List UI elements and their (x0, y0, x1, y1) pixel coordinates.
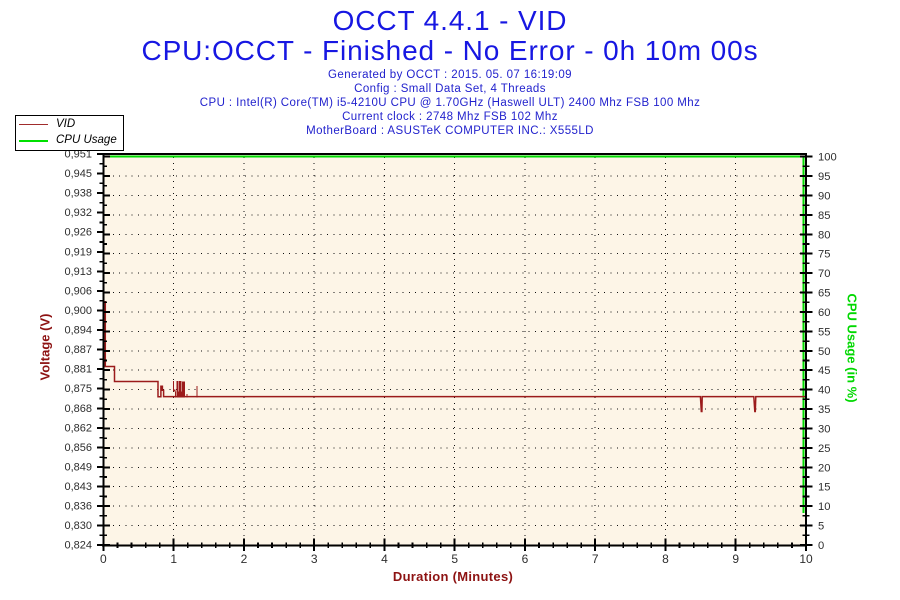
svg-text:0: 0 (818, 540, 824, 552)
svg-text:6: 6 (522, 552, 529, 566)
svg-text:60: 60 (818, 307, 830, 319)
svg-text:65: 65 (818, 288, 830, 300)
svg-text:0,875: 0,875 (64, 383, 92, 395)
svg-text:5: 5 (818, 521, 824, 533)
svg-text:0,945: 0,945 (64, 168, 92, 180)
svg-text:35: 35 (818, 404, 830, 416)
svg-text:15: 15 (818, 482, 830, 494)
svg-text:0,881: 0,881 (64, 364, 92, 376)
svg-text:0,919: 0,919 (64, 246, 92, 258)
svg-text:75: 75 (818, 249, 830, 261)
svg-text:0,926: 0,926 (64, 227, 92, 239)
svg-text:0,824: 0,824 (64, 540, 92, 552)
svg-text:80: 80 (818, 229, 830, 241)
svg-text:2: 2 (241, 552, 248, 566)
svg-text:0,913: 0,913 (64, 266, 92, 278)
svg-text:20: 20 (818, 462, 830, 474)
svg-text:25: 25 (818, 443, 830, 455)
svg-text:1: 1 (170, 552, 177, 566)
svg-text:0: 0 (100, 552, 107, 566)
svg-text:4: 4 (381, 552, 388, 566)
svg-text:0,906: 0,906 (64, 285, 92, 297)
svg-text:0,951: 0,951 (64, 149, 92, 161)
svg-text:95: 95 (818, 171, 830, 183)
svg-text:0,887: 0,887 (64, 344, 92, 356)
svg-text:10: 10 (818, 501, 830, 513)
svg-text:100: 100 (818, 152, 837, 164)
svg-text:3: 3 (311, 552, 318, 566)
svg-text:0,862: 0,862 (64, 422, 92, 434)
svg-text:8: 8 (662, 552, 669, 566)
svg-text:0,830: 0,830 (64, 520, 92, 532)
svg-text:9: 9 (732, 552, 739, 566)
svg-text:0,849: 0,849 (64, 461, 92, 473)
svg-text:10: 10 (799, 552, 813, 566)
svg-text:0,843: 0,843 (64, 481, 92, 493)
svg-text:5: 5 (451, 552, 458, 566)
svg-text:55: 55 (818, 326, 830, 338)
svg-text:90: 90 (818, 190, 830, 202)
svg-text:0,932: 0,932 (64, 207, 92, 219)
svg-text:0,856: 0,856 (64, 442, 92, 454)
svg-text:40: 40 (818, 385, 830, 397)
svg-text:0,836: 0,836 (64, 501, 92, 513)
svg-text:0,868: 0,868 (64, 403, 92, 415)
svg-text:7: 7 (592, 552, 599, 566)
svg-text:0,900: 0,900 (64, 305, 92, 317)
svg-text:0,938: 0,938 (64, 188, 92, 200)
svg-text:45: 45 (818, 365, 830, 377)
svg-text:0,894: 0,894 (64, 325, 92, 337)
svg-text:50: 50 (818, 346, 830, 358)
svg-text:70: 70 (818, 268, 830, 280)
svg-text:85: 85 (818, 210, 830, 222)
svg-text:30: 30 (818, 423, 830, 435)
